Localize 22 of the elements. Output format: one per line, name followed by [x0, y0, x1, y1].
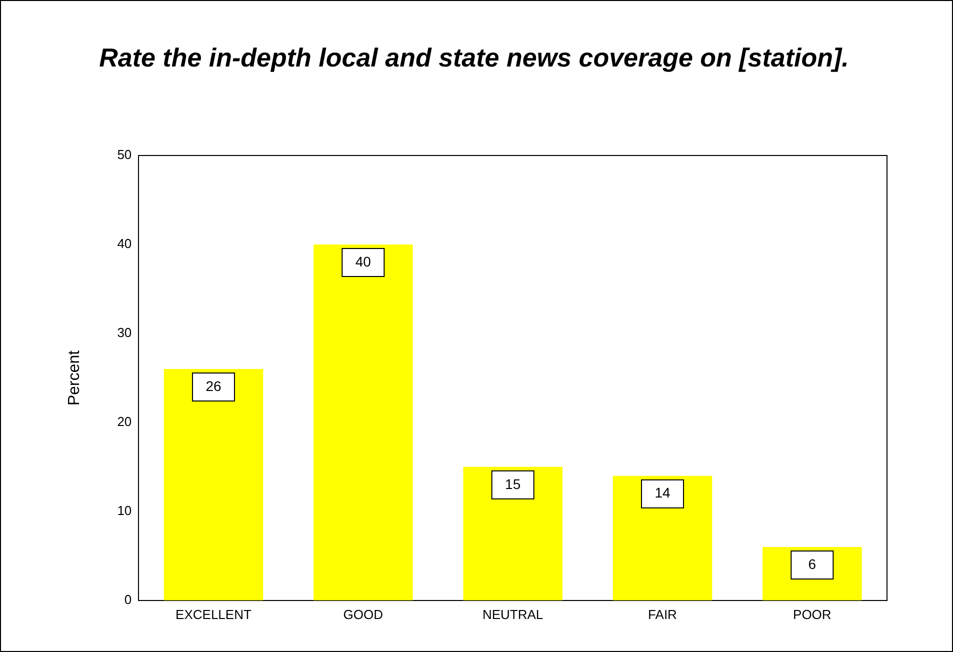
- data-label: 14: [654, 484, 670, 501]
- bar: [164, 369, 264, 600]
- x-tick-label: FAIR: [648, 606, 677, 622]
- bar: [314, 244, 413, 600]
- bar: [463, 466, 562, 600]
- x-tick-label: NEUTRAL: [482, 606, 544, 622]
- y-tick-label: 20: [117, 414, 132, 430]
- y-tick-label: 10: [117, 503, 132, 518]
- y-tick-label: 30: [117, 325, 132, 340]
- data-label: 6: [808, 556, 816, 572]
- chart-title: Rate the in-depth local and state news coverage on [station].: [99, 42, 849, 72]
- x-tick-label: EXCELLENT: [176, 606, 252, 622]
- x-tick-label: GOOD: [343, 606, 384, 622]
- y-axis-title: Percent: [66, 350, 84, 406]
- y-tick-label: 40: [117, 236, 132, 252]
- data-label: 15: [505, 476, 521, 492]
- bar: [612, 476, 712, 600]
- x-tick-label: POOR: [793, 606, 832, 622]
- data-label: 26: [206, 378, 222, 394]
- y-tick-label: 0: [124, 592, 132, 607]
- data-label: 40: [355, 253, 372, 270]
- y-tick-label: 50: [117, 147, 132, 162]
